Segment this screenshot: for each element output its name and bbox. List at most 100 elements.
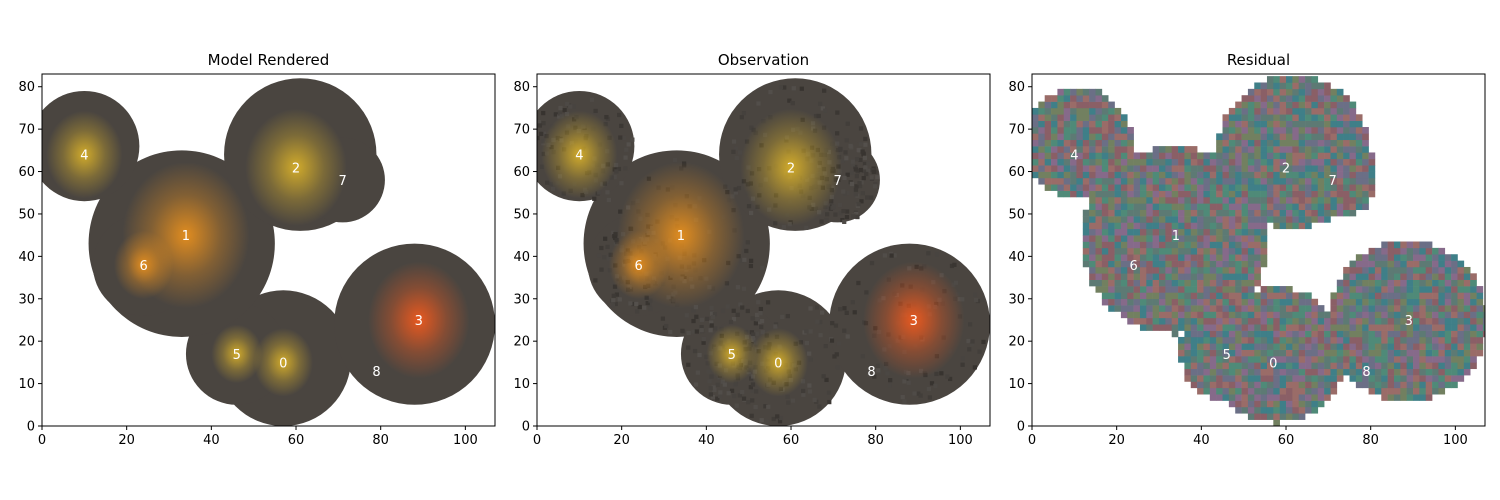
source-glow [46, 110, 123, 199]
residual-pixel [1298, 387, 1306, 395]
residual-pixel [1070, 165, 1077, 172]
residual-pixel [1273, 146, 1280, 153]
noise-pixel [709, 311, 715, 316]
residual-pixel [1184, 336, 1192, 344]
residual-pixel [1139, 266, 1147, 274]
residual-pixel [1089, 260, 1096, 268]
residual-pixel [1343, 356, 1350, 363]
residual-pixel [1203, 292, 1211, 300]
residual-pixel [1247, 273, 1255, 280]
residual-pixel [1051, 101, 1058, 109]
residual-pixel [1317, 330, 1325, 338]
residual-pixel [1101, 228, 1109, 236]
residual-pixel [1266, 368, 1274, 376]
residual-pixel [1197, 235, 1204, 242]
residual-pixel [1451, 317, 1458, 325]
residual-pixel [1228, 362, 1236, 370]
residual-pixel [1184, 356, 1192, 363]
residual-pixel [1133, 260, 1141, 268]
residual-pixel [1114, 203, 1122, 211]
residual-pixel [1216, 158, 1223, 166]
residual-pixel [1152, 247, 1160, 255]
noise-pixel [818, 319, 823, 325]
residual-pixel [1165, 254, 1173, 261]
residual-pixel [1273, 413, 1280, 420]
residual-pixel [1393, 394, 1401, 401]
residual-pixel [1089, 209, 1096, 217]
residual-pixel [1216, 292, 1223, 300]
residual-pixel [1286, 298, 1293, 306]
residual-pixel [1222, 196, 1230, 204]
residual-pixel [1292, 394, 1300, 401]
noise-pixel [610, 303, 615, 308]
residual-pixel [1159, 158, 1166, 166]
residual-pixel [1254, 165, 1261, 172]
residual-pixel [1457, 343, 1465, 350]
residual-pixel [1063, 95, 1071, 102]
noise-pixel [845, 209, 850, 214]
residual-pixel [1038, 107, 1046, 115]
y-tick-label: 10 [513, 377, 530, 392]
residual-pixel [1286, 406, 1293, 414]
residual-pixel [1292, 203, 1300, 211]
residual-pixel [1343, 107, 1350, 115]
residual-pixel [1184, 286, 1192, 293]
residual-pixel [1413, 394, 1420, 401]
residual-pixel [1190, 266, 1198, 274]
residual-pixel [1171, 254, 1179, 261]
residual-pixel [1222, 292, 1230, 300]
residual-pixel [1260, 120, 1268, 128]
residual-pixel [1209, 165, 1217, 172]
noise-pixel [780, 314, 785, 320]
noise-pixel [863, 136, 868, 142]
residual-pixel [1463, 317, 1471, 325]
residual-pixel [1266, 190, 1274, 198]
residual-pixel [1457, 356, 1465, 363]
residual-pixel [1343, 292, 1350, 300]
noise-pixel [712, 387, 717, 393]
residual-pixel [1343, 190, 1350, 198]
residual-pixel [1451, 266, 1458, 274]
residual-pixel [1241, 286, 1249, 293]
residual-pixel [1400, 266, 1407, 274]
residual-pixel [1298, 165, 1306, 172]
residual-pixel [1387, 394, 1395, 401]
residual-pixel [1419, 362, 1427, 370]
residual-pixel [1076, 88, 1084, 96]
noise-pixel [850, 159, 855, 164]
residual-pixel [1279, 190, 1287, 198]
residual-pixel [1101, 120, 1109, 128]
residual-pixel [1076, 171, 1084, 179]
residual-pixel [1178, 196, 1185, 204]
residual-pixel [1228, 120, 1236, 128]
residual-pixel [1336, 368, 1344, 376]
residual-pixel [1292, 120, 1300, 128]
residual-pixel [1298, 171, 1306, 179]
noise-pixel [854, 174, 859, 179]
residual-pixel [1368, 260, 1376, 268]
residual-pixel [1279, 82, 1287, 90]
residual-pixel [1393, 324, 1401, 331]
noise-pixel [537, 120, 541, 125]
residual-pixel [1241, 254, 1249, 261]
residual-pixel [1406, 368, 1414, 376]
residual-pixel [1127, 146, 1134, 153]
residual-pixel [1038, 127, 1046, 134]
residual-pixel [1254, 336, 1261, 344]
residual-pixel [1101, 184, 1109, 191]
residual-pixel [1152, 171, 1160, 179]
residual-pixel [1171, 177, 1179, 185]
residual-pixel [1298, 203, 1306, 211]
residual-pixel [1247, 107, 1255, 115]
residual-pixel [1235, 298, 1242, 306]
residual-pixel [1279, 349, 1287, 357]
residual-pixel [1241, 184, 1249, 191]
residual-pixel [1127, 228, 1134, 236]
residual-pixel [1241, 394, 1249, 401]
residual-pixel [1387, 254, 1395, 261]
residual-pixel [1101, 298, 1109, 306]
noise-pixel [558, 105, 563, 111]
residual-pixel [1209, 152, 1217, 160]
residual-pixel [1044, 139, 1052, 147]
residual-pixel [1222, 146, 1230, 153]
